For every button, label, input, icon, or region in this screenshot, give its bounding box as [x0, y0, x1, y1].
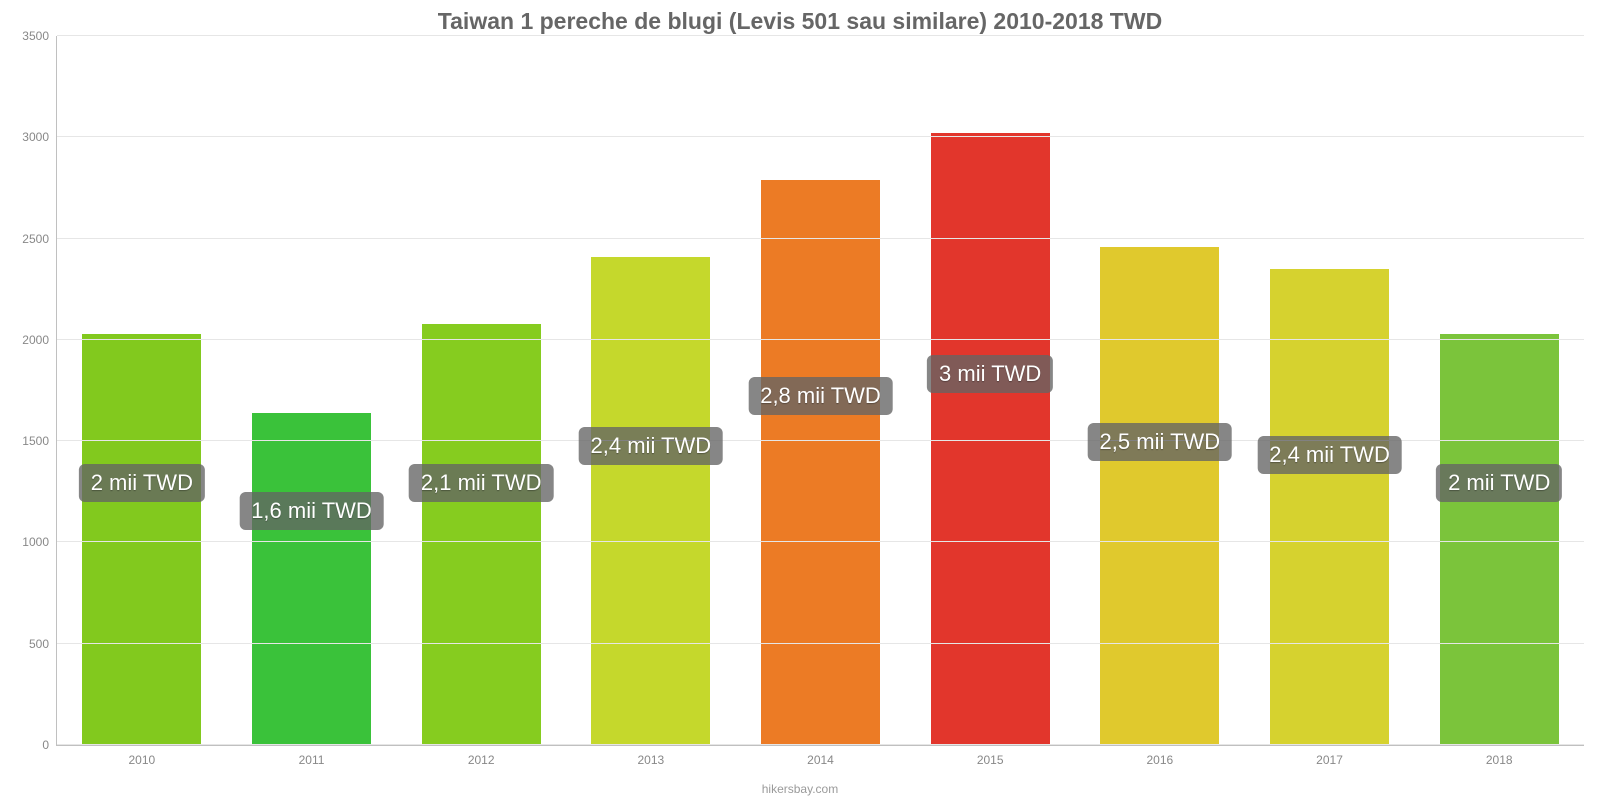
gridline: [57, 541, 1584, 542]
bar: [761, 180, 880, 745]
gridline: [57, 136, 1584, 137]
x-tick-label: 2015: [977, 745, 1004, 767]
bar: [82, 334, 201, 745]
y-tick-label: 1000: [22, 535, 57, 549]
bar-slot: 2,8 mii TWD2014: [736, 36, 906, 745]
value-badge: 1,6 mii TWD: [239, 492, 384, 530]
y-tick-label: 2000: [22, 333, 57, 347]
bar-slot: 2,4 mii TWD2017: [1245, 36, 1415, 745]
x-tick-label: 2012: [468, 745, 495, 767]
y-tick-label: 1500: [22, 434, 57, 448]
x-tick-label: 2011: [299, 745, 325, 767]
bar-slot: 1,6 mii TWD2011: [227, 36, 397, 745]
gridline: [57, 744, 1584, 745]
bar: [1440, 334, 1559, 745]
gridline: [57, 35, 1584, 36]
x-tick-label: 2017: [1316, 745, 1343, 767]
value-badge: 2 mii TWD: [1436, 464, 1562, 502]
value-badge: 2,1 mii TWD: [409, 464, 554, 502]
y-tick-label: 3500: [22, 29, 57, 43]
x-tick-label: 2014: [807, 745, 834, 767]
y-tick-label: 2500: [22, 232, 57, 246]
gridline: [57, 339, 1584, 340]
bar: [422, 324, 541, 745]
attribution-text: hikersbay.com: [0, 782, 1600, 796]
bar: [591, 257, 710, 745]
gridline: [57, 238, 1584, 239]
bars-layer: 2 mii TWD20101,6 mii TWD20112,1 mii TWD2…: [57, 36, 1584, 745]
chart-plot-area: 2 mii TWD20101,6 mii TWD20112,1 mii TWD2…: [56, 36, 1584, 746]
y-tick-label: 500: [29, 637, 57, 651]
bar: [1270, 269, 1389, 745]
bar-slot: 2 mii TWD2018: [1414, 36, 1584, 745]
x-tick-label: 2013: [637, 745, 664, 767]
bar-slot: 2,1 mii TWD2012: [396, 36, 566, 745]
bar: [1100, 247, 1219, 745]
bar-slot: 3 mii TWD2015: [905, 36, 1075, 745]
x-tick-label: 2018: [1486, 745, 1513, 767]
value-badge: 2,5 mii TWD: [1088, 423, 1233, 461]
bar-slot: 2,5 mii TWD2016: [1075, 36, 1245, 745]
bar: [931, 133, 1050, 745]
gridline: [57, 643, 1584, 644]
bar-slot: 2 mii TWD2010: [57, 36, 227, 745]
bar-slot: 2,4 mii TWD2013: [566, 36, 736, 745]
value-badge: 2 mii TWD: [79, 464, 205, 502]
value-badge: 2,4 mii TWD: [1257, 436, 1402, 474]
value-badge: 2,4 mii TWD: [579, 427, 724, 465]
y-tick-label: 0: [42, 738, 57, 752]
bar: [252, 413, 371, 745]
x-tick-label: 2010: [128, 745, 155, 767]
x-tick-label: 2016: [1147, 745, 1174, 767]
value-badge: 3 mii TWD: [927, 355, 1053, 393]
value-badge: 2,8 mii TWD: [748, 377, 893, 415]
y-tick-label: 3000: [22, 130, 57, 144]
